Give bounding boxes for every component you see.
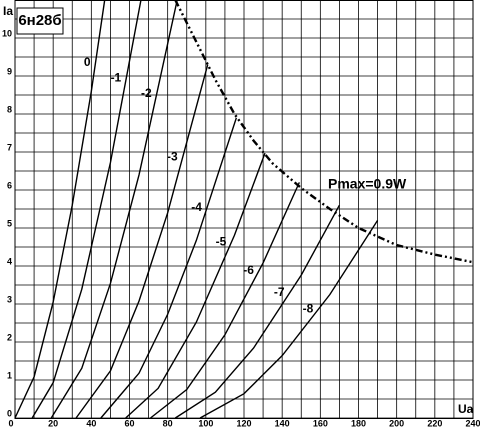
x-axis-label: Ua (458, 402, 474, 416)
y-axis-label: Ia (3, 4, 13, 18)
anode-curve (100, 117, 238, 419)
y-tick-label: 7 (7, 142, 12, 152)
curve-label: 0 (84, 55, 91, 69)
x-tick-label: 40 (86, 418, 96, 427)
grid (14, 0, 474, 419)
pmax-label: Pmax=0.9W (328, 176, 407, 192)
curve-label: -3 (167, 150, 178, 164)
x-tick-label: 200 (389, 418, 404, 427)
curve-label: -5 (216, 235, 227, 249)
curve-label: -8 (303, 301, 314, 315)
anode-curve (199, 220, 379, 419)
curve-label: -4 (191, 200, 202, 214)
y-tick-label: 10 (2, 28, 12, 38)
x-tick-label: 60 (124, 418, 134, 427)
x-tick-label: 0 (8, 418, 13, 427)
y-tick-label: 2 (7, 332, 12, 342)
chart-title: 6н28б (18, 12, 61, 29)
anode-curve (31, 0, 142, 419)
y-tick-label: 3 (7, 294, 12, 304)
y-tick-label: 5 (7, 218, 12, 228)
anode-curve (14, 0, 106, 419)
x-tick-label: 180 (351, 418, 366, 427)
anode-curve (75, 64, 209, 419)
curve-label: -1 (111, 71, 122, 85)
x-tick-label: 100 (198, 418, 213, 427)
x-tick-label: 140 (275, 418, 290, 427)
pmax-curve (174, 0, 474, 264)
y-tick-label: 1 (7, 370, 12, 380)
x-tick-label: 120 (236, 418, 251, 427)
y-tick-label: 0 (7, 408, 12, 418)
curve-label: -2 (141, 86, 152, 100)
x-tick-label: 220 (427, 418, 442, 427)
y-tick-label: 4 (7, 256, 12, 266)
anode-curve (50, 0, 178, 419)
y-tick-label: 6 (7, 180, 12, 190)
x-tick-label: 20 (48, 418, 58, 427)
x-tick-label: 240 (465, 418, 480, 427)
curve-label: -7 (274, 285, 285, 299)
title-box (16, 7, 64, 35)
plot-frame (14, 0, 474, 419)
anode-curve (125, 152, 266, 419)
x-tick-label: 160 (313, 418, 328, 427)
anode-curve (174, 204, 341, 419)
anode-curve (150, 182, 300, 419)
curve-label: -6 (243, 263, 254, 277)
y-tick-label: 9 (7, 66, 12, 76)
x-tick-label: 80 (163, 418, 173, 427)
y-tick-label: 8 (7, 104, 12, 114)
curves (14, 0, 474, 419)
